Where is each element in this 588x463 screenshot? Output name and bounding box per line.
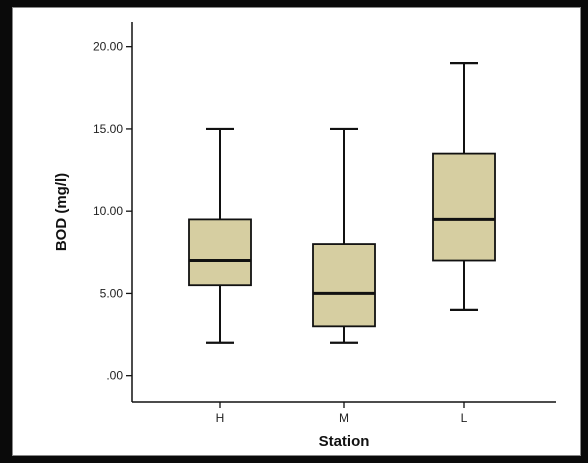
x-tick-label: M: [339, 411, 349, 425]
x-tick-label: H: [216, 411, 225, 425]
y-tick-label: 20.00: [93, 40, 123, 54]
y-tick-label: 15.00: [93, 122, 123, 136]
x-tick-label: L: [461, 411, 468, 425]
y-axis-title: BOD (mg/l): [53, 173, 70, 251]
tick-group: .00 5.00 10.00 15.00 20.00 H M L: [93, 40, 468, 425]
box-h: [188, 127, 252, 344]
box-m: [312, 127, 376, 344]
y-tick-label: 5.00: [100, 286, 124, 300]
iqr-box: [188, 218, 252, 287]
x-axis-title: Station: [319, 433, 370, 450]
box-group: [188, 62, 496, 344]
box-l: [432, 62, 496, 311]
iqr-box: [432, 152, 496, 262]
y-tick-label: .00: [106, 369, 123, 383]
iqr-box: [312, 243, 376, 328]
y-tick-label: 10.00: [93, 204, 123, 218]
